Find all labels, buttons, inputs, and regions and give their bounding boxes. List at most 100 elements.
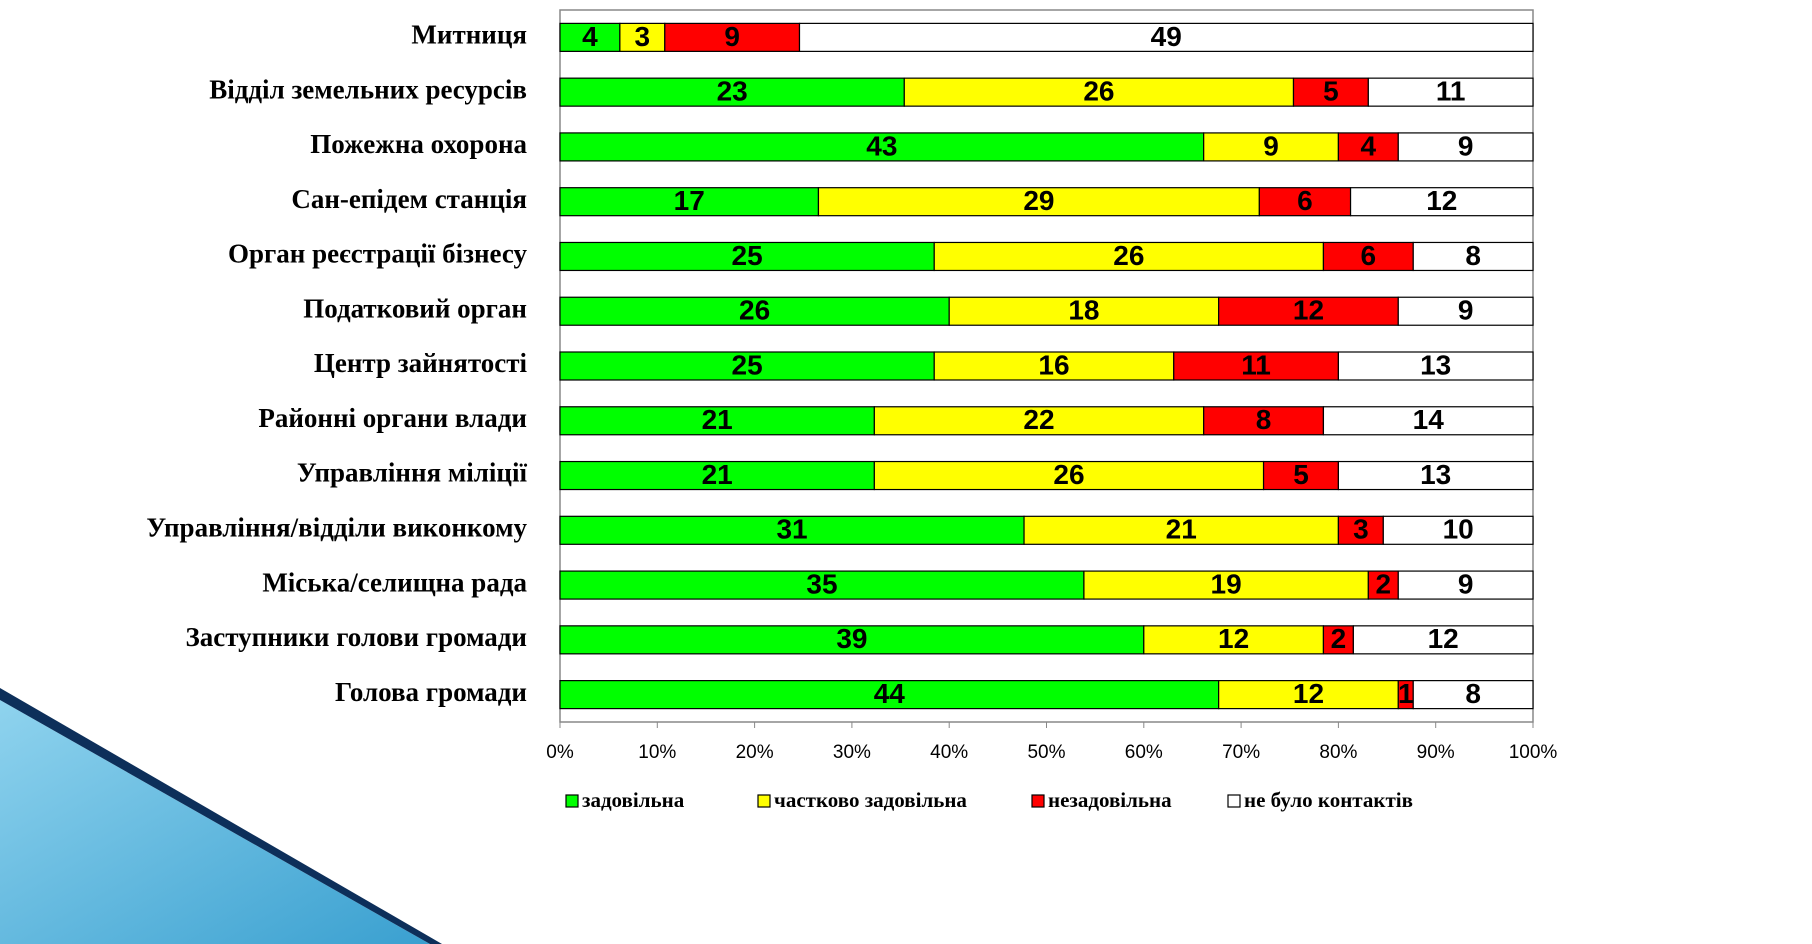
value-label: 12 [1293,678,1324,709]
bar-segment [1367,77,1534,107]
value-label: 6 [1297,185,1313,216]
bar-segment [903,77,1295,107]
value-label: 12 [1428,623,1459,654]
category-label: Голова громади [335,677,527,707]
value-label: 18 [1068,295,1099,326]
bar-segment [1173,351,1339,381]
bar-segment [1397,132,1534,162]
bar-segment [948,296,1220,326]
category-label: Митниця [411,20,527,50]
value-label: 13 [1420,459,1451,490]
value-label: 9 [1458,568,1474,599]
legend-swatch [757,794,771,808]
value-label: 5 [1323,76,1339,107]
bar-segment [619,22,666,52]
value-label: 12 [1293,295,1324,326]
bar-segment [559,77,905,107]
value-label: 12 [1218,623,1249,654]
bar-segment [1258,187,1352,217]
x-tick-label: 90% [1417,742,1455,763]
value-label: 31 [776,514,807,545]
legend-label: не було контактів [1244,788,1413,812]
value-label: 21 [702,459,733,490]
bar-segment [559,570,1085,600]
value-label: 43 [866,130,897,161]
bar-segment [1218,680,1399,710]
legend-swatch [1227,794,1241,808]
value-label: 11 [1436,76,1466,107]
x-tick-label: 40% [930,742,968,763]
x-tick-label: 100% [1509,742,1558,763]
bar-segment [1203,132,1339,162]
bar-segment [559,625,1145,655]
bar-segment [1412,680,1534,710]
bar-segment [559,680,1220,710]
value-label: 9 [724,21,740,52]
value-label: 5 [1293,459,1309,490]
bar-segment [1337,460,1534,491]
value-label: 8 [1465,240,1481,271]
bar-segment [798,22,1534,52]
bar-segment [559,406,875,436]
value-label: 4 [1361,130,1377,161]
x-tick-label: 20% [736,742,774,763]
value-label: 44 [874,678,906,709]
bar-segment [1322,625,1354,655]
category-label: Міська/селищна рада [262,567,527,597]
bar-segment [1262,460,1339,491]
value-label: 26 [739,295,770,326]
x-tick-label: 50% [1027,742,1065,763]
x-tick-label: 60% [1125,742,1163,763]
value-label: 12 [1426,185,1457,216]
bar-segment [1322,406,1534,436]
bar-segment [559,296,950,326]
category-label: Управління міліції [297,458,528,488]
x-tick-label: 10% [638,742,676,763]
value-label: 25 [732,349,763,380]
value-label: 26 [1053,459,1084,490]
legend-swatch [1031,794,1045,808]
bar-segment [1337,351,1534,381]
value-label: 14 [1413,404,1445,435]
bar-segment [559,132,1205,162]
bar-segment [1337,515,1384,545]
category-label: Пожежна охорона [310,129,527,159]
value-label: 22 [1023,404,1054,435]
value-label: 2 [1331,623,1347,654]
bar-segment [1349,187,1534,217]
bar-segment [1337,132,1399,162]
bar-segment [1382,515,1534,545]
category-label: Орган реєстрації бізнесу [228,239,528,269]
x-tick-label: 70% [1222,742,1260,763]
category-label: Заступники голови громади [186,622,527,652]
value-label: 19 [1211,568,1242,599]
decoration-edge [0,688,442,944]
value-label: 16 [1038,349,1069,380]
legend-label: частково задовільна [774,788,967,812]
category-label: Податковий орган [303,293,527,323]
x-tick-label: 0% [546,742,574,763]
value-label: 49 [1151,21,1182,52]
value-label: 21 [1166,514,1197,545]
category-label: Відділ земельних ресурсів [209,74,527,104]
value-label: 8 [1465,678,1481,709]
value-label: 13 [1420,349,1451,380]
value-label: 8 [1256,404,1272,435]
value-label: 9 [1458,130,1474,161]
value-label: 9 [1458,295,1474,326]
bar-segment [1412,241,1534,272]
value-label: 9 [1263,130,1279,161]
legend-swatch [565,794,579,808]
bar-segment [873,460,1265,491]
bar-segment [1367,570,1399,600]
value-label: 25 [732,240,763,271]
legend-label: задовільна [582,788,685,812]
bar-segment [1397,570,1534,600]
bar-segment [1023,515,1339,545]
value-label: 39 [836,623,867,654]
bar-segment [1203,406,1325,436]
value-label: 4 [582,21,598,52]
value-label: 26 [1083,76,1114,107]
value-label: 23 [717,76,748,107]
category-label: Районні органи влади [258,403,527,433]
